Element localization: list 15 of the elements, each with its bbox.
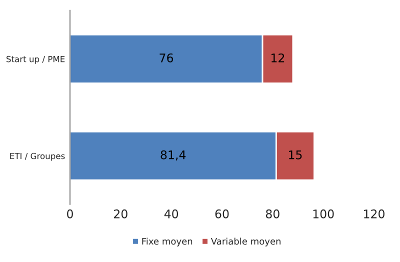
x-tick-label: 40 <box>164 209 178 218</box>
x-tick-label: 100 <box>313 209 334 218</box>
x-tick-label: 120 <box>364 209 384 218</box>
data-label: 81,4 <box>160 150 186 161</box>
y-tick-label: ETI / Groupes <box>10 152 65 161</box>
data-label: 12 <box>272 53 284 62</box>
x-tick-label: 80 <box>266 209 280 218</box>
legend-label: Fixe moyen <box>142 238 192 246</box>
data-label: 76 <box>160 53 174 62</box>
x-tick-label: 0 <box>67 209 73 218</box>
x-tick-label: 60 <box>215 209 229 218</box>
legend-label: Variable moyen <box>210 238 280 246</box>
x-tick-label: 20 <box>114 209 128 218</box>
data-label: 15 <box>289 150 302 160</box>
y-tick-label: Start up / PME <box>6 56 65 64</box>
